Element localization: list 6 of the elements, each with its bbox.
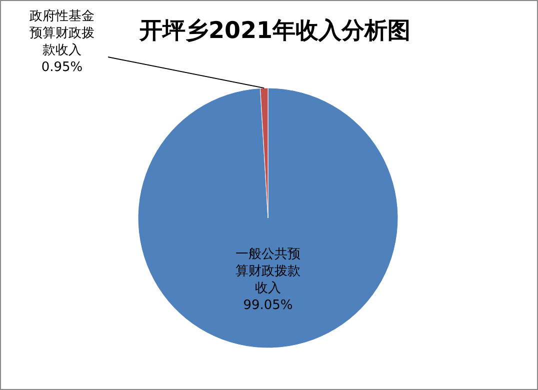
chart-title: 开坪乡2021年收入分析图 <box>138 18 411 44</box>
slice-label: 政府性基金预算财政拨款收入 <box>30 8 94 58</box>
data-label: 0.95% <box>41 60 83 75</box>
pie-slice <box>138 88 398 348</box>
data-label: 99.05% <box>243 298 293 313</box>
slice-label: 一般公共预算财政拨款收入 <box>236 247 300 296</box>
